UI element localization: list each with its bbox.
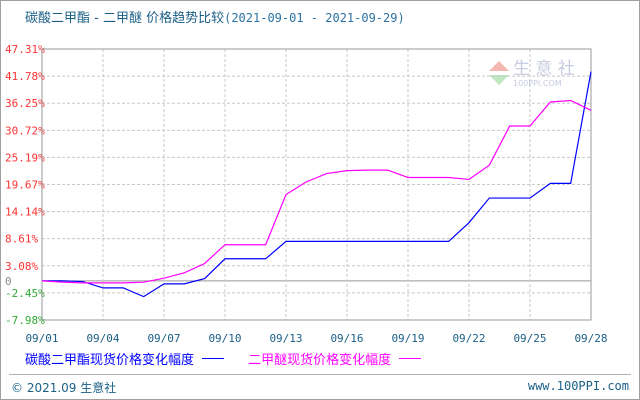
legend-swatch [202,358,225,359]
y-tick-label: 0 [5,275,12,288]
y-tick-label: 3.08% [5,260,38,273]
y-tick-label: 30.72% [5,124,45,137]
y-tick-label: 41.78% [5,70,45,83]
watermark-text: 生 意 社 [513,59,575,79]
footer-divider [9,374,631,375]
x-tick-label: 09/04 [86,332,119,345]
title-text: 碳酸二甲酯 - 二甲醚 价格趋势比较 [25,11,225,26]
y-tick-label: -2.45% [5,287,45,300]
date-range: (2021-09-01 - 2021-09-29) [224,11,405,25]
x-tick-label: 09/01 [25,332,58,345]
legend-swatch [399,358,422,359]
y-tick-label: -7.98% [5,314,45,327]
watermark-logo-top [489,61,509,71]
x-tick-label: 09/25 [513,332,546,345]
x-tick-label: 09/07 [147,332,180,345]
y-tick-label: 19.67% [5,178,45,191]
legend-label: 碳酸二甲酯现货价格变化幅度 [25,353,195,368]
x-tick-label: 09/10 [208,332,241,345]
y-tick-label: 36.25% [5,97,45,110]
x-tick-label: 09/13 [269,332,302,345]
y-tick-label: 25.19% [5,151,45,164]
series-line-0 [42,71,592,298]
y-tick-label: 47.31% [5,43,45,56]
legend: 碳酸二甲酯现货价格变化幅度 二甲醚现货价格变化幅度 [25,349,441,368]
y-tick-label: 8.61% [5,233,38,246]
x-tick-label: 09/22 [452,332,485,345]
chart-title: 碳酸二甲酯 - 二甲醚 价格趋势比较(2021-09-01 - 2021-09-… [25,7,405,26]
x-tick-label: 09/16 [330,332,363,345]
legend-item-dmc: 碳酸二甲酯现货价格变化幅度 [25,349,225,368]
site-link[interactable]: www.100PPI.com [527,379,629,393]
x-tick-label: 09/19 [391,332,424,345]
copyright: © 2021.09 生意社 [11,381,117,395]
y-tick-label: 14.14% [5,206,45,219]
watermark-logo-bottom [489,75,509,85]
legend-item-dme: 二甲醚现货价格变化幅度 [248,349,422,368]
x-tick-label: 09/28 [574,332,607,345]
series-line-1 [41,99,592,284]
legend-label: 二甲醚现货价格变化幅度 [248,353,392,368]
watermark-sub: 100PPI.COM [513,79,562,88]
plot-border [41,48,592,321]
